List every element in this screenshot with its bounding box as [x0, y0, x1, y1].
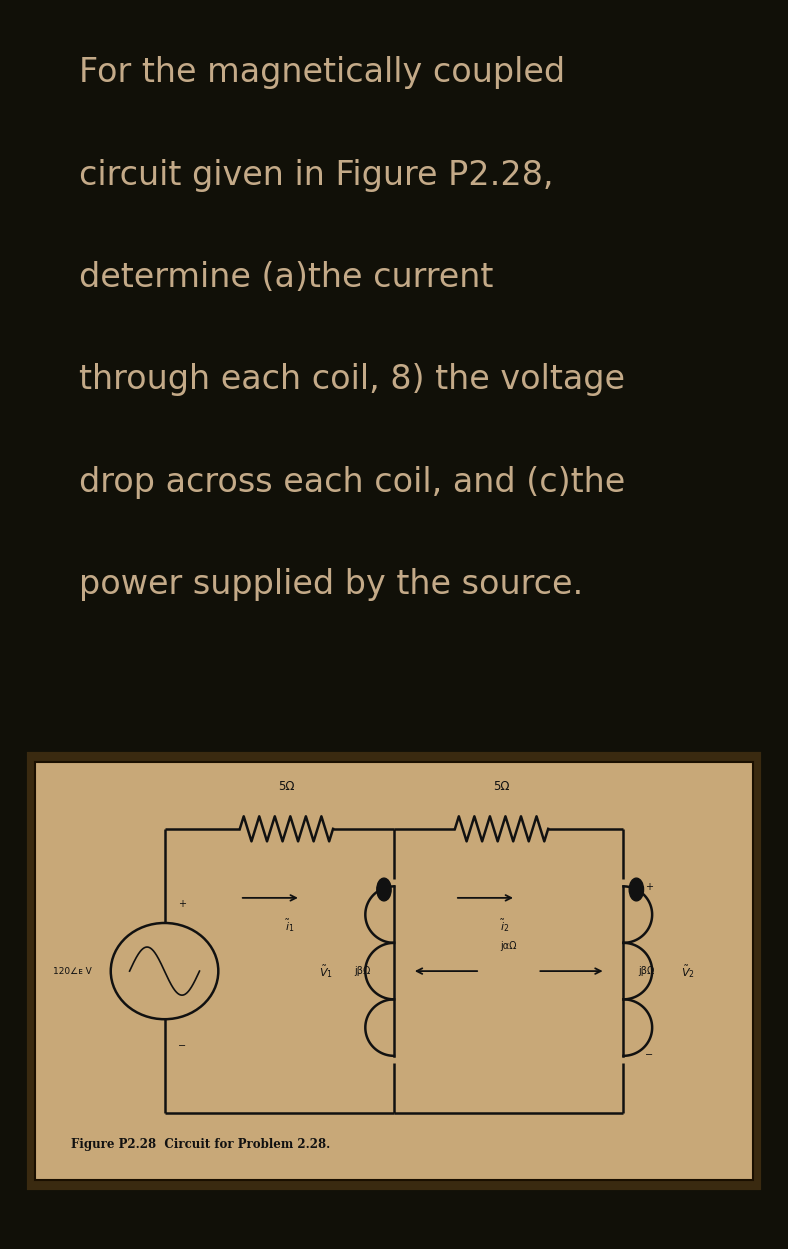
Text: 5Ω: 5Ω [278, 781, 295, 793]
Text: drop across each coil, and (c)the: drop across each coil, and (c)the [79, 466, 625, 498]
Text: circuit given in Figure P2.28,: circuit given in Figure P2.28, [79, 159, 553, 191]
Text: 5Ω: 5Ω [493, 781, 510, 793]
Text: $\tilde{i}_1$: $\tilde{i}_1$ [285, 917, 295, 933]
Text: through each coil, 8) the voltage: through each coil, 8) the voltage [79, 363, 625, 396]
FancyBboxPatch shape [35, 762, 753, 1180]
Circle shape [377, 878, 391, 901]
Text: For the magnetically coupled: For the magnetically coupled [79, 56, 565, 89]
Circle shape [629, 878, 644, 901]
Text: power supplied by the source.: power supplied by the source. [79, 568, 583, 601]
Text: +: + [178, 899, 187, 909]
Text: $\tilde{i}_2$: $\tilde{i}_2$ [500, 917, 510, 933]
Text: determine (a)the current: determine (a)the current [79, 261, 493, 294]
Text: Figure P2.28  Circuit for Problem 2.28.: Figure P2.28 Circuit for Problem 2.28. [71, 1138, 330, 1152]
Ellipse shape [111, 923, 218, 1019]
Text: jβΩ: jβΩ [355, 965, 371, 977]
Text: $\tilde{V}_1$: $\tilde{V}_1$ [319, 963, 333, 979]
Text: 120∠ᴇ V: 120∠ᴇ V [54, 967, 92, 975]
Text: −: − [645, 1049, 652, 1060]
Text: −: − [178, 1042, 187, 1052]
FancyBboxPatch shape [29, 754, 759, 1188]
Text: $\tilde{V}_2$: $\tilde{V}_2$ [681, 963, 695, 979]
Text: jβΩ: jβΩ [637, 965, 654, 977]
Text: jαΩ: jαΩ [500, 940, 517, 950]
Text: +: + [645, 882, 652, 893]
